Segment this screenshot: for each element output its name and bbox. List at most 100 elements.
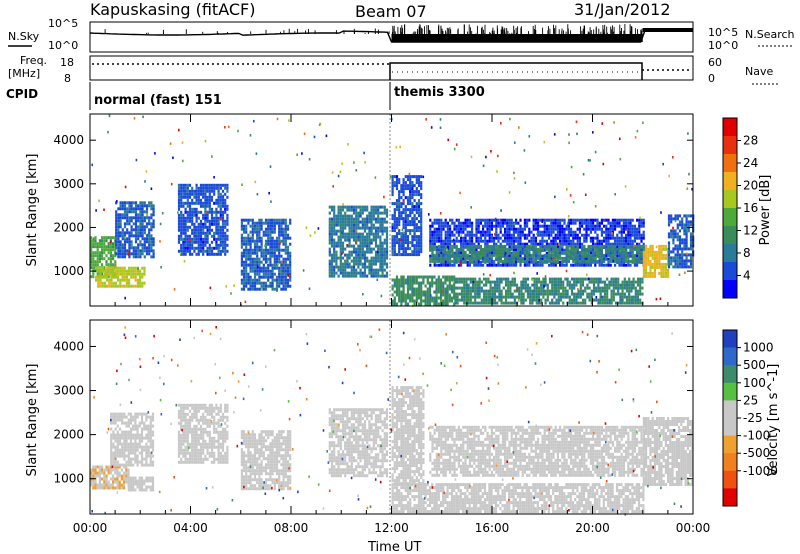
- power-ylabel: Slant Range [km]: [25, 154, 40, 267]
- power-panel-region-4: [240, 218, 292, 291]
- nave-tick-top: 60: [708, 56, 722, 69]
- velocity-panel-colorbar-swatch-5: [723, 418, 737, 436]
- nave-tick-bottom: 0: [708, 72, 715, 85]
- time-tick-3: 12:00: [374, 521, 409, 535]
- velocity-panel-region-8: [391, 483, 645, 514]
- velocity-panel-region-7: [429, 425, 645, 477]
- velocity-panel-colorbar-swatch-3: [723, 382, 737, 401]
- sky-tick-top: 10^5: [48, 17, 78, 30]
- power-panel-colorbar-tick-3: 16: [743, 201, 758, 215]
- velocity-panel-region-9: [642, 417, 694, 486]
- velocity-panel-region-5: [328, 408, 389, 478]
- velocity-panel-ytick-2: 3000: [53, 384, 84, 398]
- time-axis-labels: 00:00 04:00 08:00 12:00 16:00 20:00 00:00: [73, 521, 711, 535]
- velocity-panel-colorbar-tick-2: 100: [743, 376, 766, 390]
- nave-label: Nave: [745, 65, 773, 78]
- velocity-xticks: [89, 320, 694, 514]
- power-panel-region-9: [391, 275, 456, 306]
- velocity-panel-colorbar-tick-0: 1000: [743, 341, 774, 355]
- velocity-panel-region-0: [90, 465, 130, 490]
- freq-label: Freq.: [20, 54, 47, 67]
- freq-tick-top: 18: [60, 56, 74, 69]
- velocity-panel-colorbar-tick-6: -500: [743, 446, 770, 460]
- power-panel-colorbar-swatch-6: [723, 226, 737, 245]
- power-colorbar: 4 8 12 16 20 24 28 Power [dB]: [722, 117, 773, 299]
- power-panel-ytick-1: 2000: [53, 220, 84, 234]
- power-panel-colorbar-swatch-8: [723, 262, 737, 281]
- velocity-data: [90, 325, 694, 516]
- power-yticks: 1000 2000 3000 4000: [53, 133, 693, 278]
- cpid-segment-1: normal (fast) 151: [94, 93, 222, 108]
- time-tick-0: 00:00: [73, 521, 108, 535]
- power-panel-region-12: [667, 214, 695, 269]
- time-tick-1: 04:00: [173, 521, 208, 535]
- velocity-ylabel: Slant Range [km]: [25, 364, 40, 477]
- sky-search-strip: [89, 21, 694, 53]
- power-panel-colorbar-tick-5: 24: [743, 156, 758, 170]
- power-panel-ytick-3: 4000: [53, 133, 84, 147]
- power-panel-colorbar-swatch-5: [723, 208, 737, 227]
- velocity-panel-region-2: [110, 412, 155, 467]
- velocity-panel-colorbar-swatch-4: [723, 400, 737, 419]
- freq-unit: [MHz]: [8, 67, 40, 80]
- power-panel-colorbar-tick-1: 8: [743, 246, 751, 260]
- power-panel-noise: [91, 114, 693, 307]
- power-xticks: [89, 114, 694, 306]
- nsearch-label: N.Search: [745, 28, 795, 41]
- power-panel-colorbar-swatch-9: [723, 280, 737, 299]
- power-panel-colorbar-tick-4: 20: [743, 179, 758, 193]
- search-tick-top: 10^5: [708, 26, 738, 39]
- nsearch-trace: [94, 24, 693, 42]
- velocity-panel-ytick-1: 2000: [53, 428, 84, 442]
- power-panel-colorbar-swatch-0: [723, 118, 737, 137]
- time-tick-2: 08:00: [274, 521, 309, 535]
- velocity-panel-region-6: [391, 386, 425, 486]
- time-tick-4: 16:00: [475, 521, 510, 535]
- velocity-panel-colorbar-swatch-8: [723, 470, 737, 489]
- freq-tick-bottom: 8: [64, 72, 71, 85]
- power-panel-region-3: [177, 183, 229, 256]
- power-panel-region-10: [454, 277, 644, 305]
- cpid-segment-2: themis 3300: [394, 85, 485, 100]
- beam-label: Beam 07: [355, 2, 427, 21]
- cpid-label: CPID: [6, 87, 38, 101]
- power-panel: 1000 2000 3000 4000 Slant Range [km]: [25, 113, 695, 307]
- velocity-panel-region-4: [240, 430, 292, 491]
- sky-tick-bottom: 10^0: [48, 39, 78, 52]
- velocity-colorbar-label: Velocity [m s^-1]: [766, 364, 781, 477]
- velocity-panel-ytick-0: 1000: [53, 472, 84, 486]
- power-panel-colorbar-tick-6: 28: [743, 134, 758, 148]
- power-panel-ytick-2: 3000: [53, 177, 84, 191]
- station-title: Kapuskasing (fitACF): [90, 0, 255, 19]
- velocity-panel-colorbar-tick-3: 25: [743, 393, 758, 407]
- power-panel-region-2: [95, 266, 146, 288]
- power-panel-region-5: [328, 205, 389, 278]
- time-axis-title: Time UT: [367, 540, 421, 554]
- velocity-panel-colorbar-tick-4: -25: [743, 411, 763, 425]
- velocity-panel-colorbar-tick-1: 500: [743, 358, 766, 372]
- power-panel-region-1: [115, 201, 155, 259]
- power-panel-region-11: [642, 244, 670, 278]
- search-tick-bottom: 10^0: [708, 39, 738, 52]
- velocity-panel: 1000 2000 3000 4000 Slant Range [km]: [25, 319, 694, 516]
- power-panel-region-6: [391, 175, 423, 257]
- velocity-panel-region-1: [127, 476, 155, 492]
- velocity-panel-colorbar-tick-5: -100: [743, 429, 770, 443]
- power-panel-colorbar-swatch-2: [723, 154, 737, 173]
- velocity-colorbar: 1000 500 100 25 -25 -100 -500 -1000 Velocity [m…: [722, 329, 781, 507]
- power-panel-colorbar-tick-0: 4: [743, 269, 751, 283]
- power-colorbar-label: Power [dB]: [758, 175, 773, 246]
- velocity-panel-colorbar-swatch-2: [723, 365, 737, 384]
- freq-nave-strip: [89, 55, 694, 81]
- power-panel-colorbar-swatch-7: [723, 244, 737, 263]
- velocity-panel-ytick-3: 4000: [53, 339, 84, 353]
- date-label: 31/Jan/2012: [574, 0, 671, 19]
- velocity-panel-colorbar-swatch-9: [723, 488, 737, 507]
- velocity-panel-region-3: [177, 403, 229, 464]
- velocity-panel-colorbar-tick-7: -1000: [743, 464, 778, 478]
- power-panel-colorbar-tick-2: 12: [743, 224, 758, 238]
- velocity-yticks: 1000 2000 3000 4000: [53, 339, 693, 486]
- power-panel-colorbar-swatch-4: [723, 190, 737, 209]
- time-tick-5: 20:00: [575, 521, 610, 535]
